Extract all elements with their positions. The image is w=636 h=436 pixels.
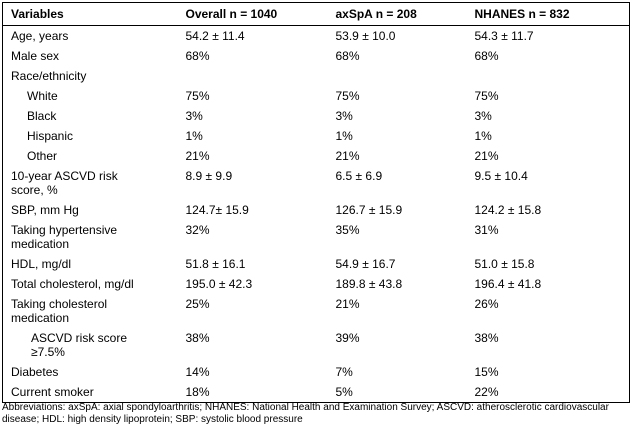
row-label: White	[27, 89, 58, 103]
cell-value: 53.9 ± 10.0	[335, 29, 396, 43]
row-label: Hispanic	[27, 129, 74, 143]
row-label: ASCVD risk score ≥7.5%	[31, 331, 128, 359]
cell-value: 1%	[474, 129, 492, 143]
table-row: White 75% 75% 75%	[3, 86, 630, 106]
cell-value: 126.7 ± 15.9	[335, 203, 403, 217]
header-cell: Overall n = 1040	[177, 2, 328, 26]
table-row: Other 21% 21% 21%	[3, 146, 630, 166]
cell-value: 22%	[474, 385, 499, 399]
row-label: Taking cholesterol medication	[11, 297, 108, 325]
row-label: Total cholesterol, mg/dl	[11, 277, 134, 291]
row-label: Diabetes	[11, 365, 59, 379]
cell-value: 39%	[335, 331, 360, 345]
cell-value: 21%	[335, 149, 360, 163]
cell-value: 75%	[335, 89, 360, 103]
cell-value: 1%	[185, 129, 203, 143]
header-cell: NHANES n = 832	[466, 2, 630, 26]
row-label: 10-year ASCVD risk score, %	[11, 169, 118, 197]
cell-value: 189.8 ± 43.8	[335, 277, 403, 291]
cell-value: 21%	[185, 149, 210, 163]
cell-value: 8.9 ± 9.9	[185, 169, 233, 183]
table-body: Age, years 54.2 ± 11.4 53.9 ± 10.0 54.3 ± 1…	[3, 26, 630, 403]
cell-value: 14%	[185, 365, 210, 379]
cell-value: 68%	[185, 49, 210, 63]
cell-value: 1%	[335, 129, 353, 143]
header-cell: axSpA n = 208	[327, 2, 467, 26]
cell-value: 31%	[474, 223, 499, 237]
cell-value: 51.0 ± 15.8	[474, 257, 535, 271]
cell-value: 21%	[335, 297, 360, 311]
row-label: Age, years	[11, 29, 69, 43]
row-label: Male sex	[11, 49, 60, 63]
cell-value: 124.7± 15.9	[185, 203, 249, 217]
cell-value: 18%	[185, 385, 210, 399]
table-row: Black 3% 3% 3%	[3, 106, 630, 126]
cell-value: 3%	[474, 109, 492, 123]
table-row: Taking cholesterol medication 25% 21% 26%	[3, 294, 630, 328]
table-row: SBP, mm Hg 124.7± 15.9 126.7 ± 15.9 124.2 ±…	[3, 200, 630, 220]
header-row: Variables Overall n = 1040 axSpA n = 208…	[2, 2, 630, 26]
cell-value: 38%	[474, 331, 499, 345]
row-label: Current smoker	[11, 385, 94, 399]
cell-value: 21%	[474, 149, 499, 163]
cell-value: 124.2 ± 15.8	[474, 203, 542, 217]
header-cell: Variables	[2, 2, 178, 26]
cell-value: 38%	[185, 331, 210, 345]
row-label: Taking hypertensive medication	[11, 223, 118, 251]
cell-value: 15%	[474, 365, 499, 379]
cell-value: 68%	[474, 49, 499, 63]
cell-value: 75%	[474, 89, 499, 103]
cell-value: 54.9 ± 16.7	[335, 257, 396, 271]
cell-value: 25%	[185, 297, 210, 311]
table-row: Total cholesterol, mg/dl 195.0 ± 42.3 189.…	[3, 274, 630, 294]
cell-value: 51.8 ± 16.1	[185, 257, 246, 271]
table-row: 10-year ASCVD risk score, % 8.9 ± 9.9 6.5 …	[3, 166, 630, 200]
row-label: HDL, mg/dl	[11, 257, 72, 271]
cell-value: 9.5 ± 10.4	[474, 169, 528, 183]
table-row: Male sex 68% 68% 68%	[3, 46, 630, 66]
cell-value: 35%	[335, 223, 360, 237]
cell-value: 32%	[185, 223, 210, 237]
row-label: Race/ethnicity	[11, 69, 87, 83]
cell-value: 54.3 ± 11.7	[474, 29, 534, 43]
row-label: Other	[27, 149, 58, 163]
table-row: Diabetes 14% 7% 15%	[3, 362, 630, 382]
table-row: HDL, mg/dl 51.8 ± 16.1 54.9 ± 16.7 51.0 ± 1…	[3, 254, 630, 274]
cell-value: 75%	[185, 89, 210, 103]
table-row: ASCVD risk score ≥7.5% 38% 39% 38%	[3, 328, 630, 362]
table-row: Taking hypertensive medication 32% 35% 31%	[3, 220, 630, 254]
table-row: Current smoker 18% 5% 22%	[3, 382, 630, 403]
footnote: Abbreviations: axSpA: axial spondyloarth…	[2, 402, 609, 425]
cell-value: 54.2 ± 11.4	[185, 29, 245, 43]
cell-value: 3%	[185, 109, 203, 123]
row-label: Black	[27, 109, 57, 123]
data-table: Variables Overall n = 1040 axSpA n = 208…	[2, 2, 630, 403]
cell-value: 196.4 ± 41.8	[474, 277, 542, 291]
cell-value: 6.5 ± 6.9	[335, 169, 383, 183]
row-label: SBP, mm Hg	[11, 203, 79, 217]
table-row: Hispanic 1% 1% 1%	[3, 126, 630, 146]
cell-value: 68%	[335, 49, 360, 63]
cell-value: 5%	[335, 385, 353, 399]
cell-value: 7%	[335, 365, 353, 379]
cell-value: 26%	[474, 297, 499, 311]
table-row: Age, years 54.2 ± 11.4 53.9 ± 10.0 54.3 ± 1…	[3, 26, 630, 47]
cell-value: 195.0 ± 42.3	[185, 277, 253, 291]
cell-value: 3%	[335, 109, 353, 123]
table-row: Race/ethnicity	[3, 66, 630, 86]
